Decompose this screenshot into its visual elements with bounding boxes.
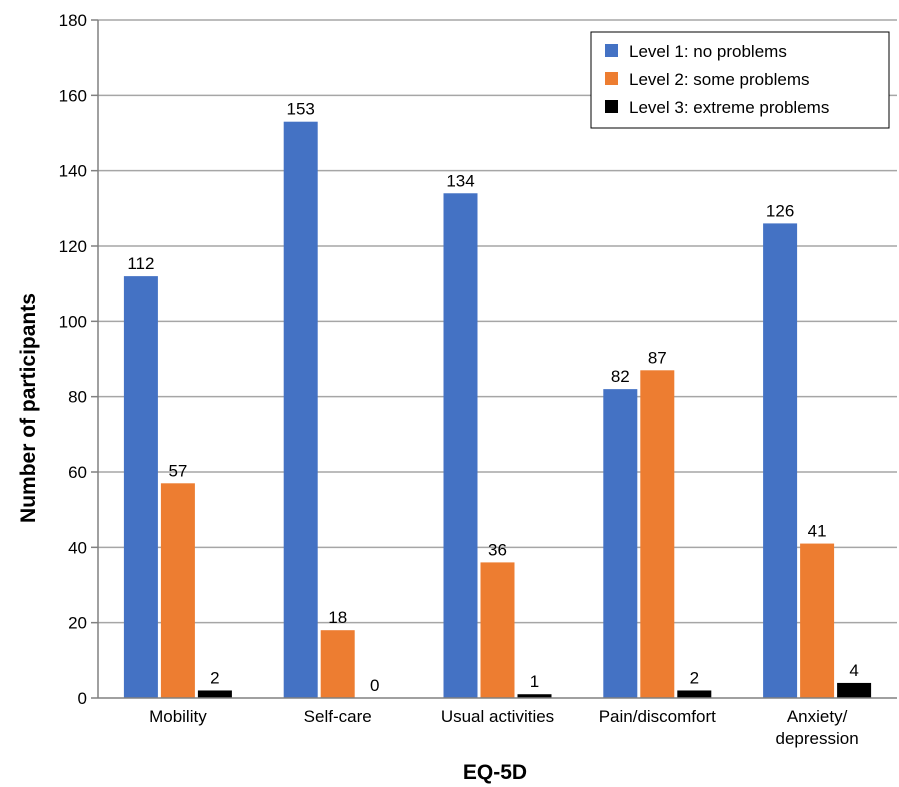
data-label: 112 <box>127 254 154 273</box>
x-tick-labels: Mobility Self-care Usual activities Pain/di… <box>149 707 859 748</box>
data-label: 134 <box>446 171 474 190</box>
x-tick-label-line: depression <box>776 729 859 748</box>
bar <box>160 483 195 698</box>
data-label: 4 <box>849 661 858 680</box>
legend-box <box>590 31 890 129</box>
x-tick-label: Anxiety/depression <box>776 707 859 748</box>
data-label: 87 <box>648 348 667 367</box>
bar <box>603 389 638 698</box>
y-tick-label: 0 <box>78 689 87 708</box>
bar <box>443 193 478 698</box>
y-tick-labels: 0 20 40 60 80 100 120 140 160 180 <box>59 11 87 708</box>
data-label: 153 <box>287 100 315 119</box>
y-tick-label: 100 <box>59 312 87 331</box>
data-label: 2 <box>690 668 699 687</box>
data-label: 126 <box>766 201 794 220</box>
x-tick-label: Pain/discomfort <box>599 707 716 726</box>
legend: Level 1: no problems Level 2: some proble… <box>590 31 890 129</box>
legend-label: Level 3: extreme problems <box>629 98 829 117</box>
legend-swatch <box>605 44 618 57</box>
x-tick-label-line: Mobility <box>149 707 207 726</box>
data-label: 18 <box>328 608 347 627</box>
y-tick-label: 140 <box>59 162 87 181</box>
y-axis-title: Number of participants <box>17 293 40 523</box>
data-label: 57 <box>168 461 187 480</box>
x-axis-title: EQ-5D <box>463 761 527 784</box>
bar <box>320 630 355 698</box>
data-labels: 112 57 2 153 18 0 134 36 1 82 87 2 126 41 4 <box>127 100 858 695</box>
bar <box>517 694 552 698</box>
x-tick-label: Self-care <box>304 707 372 726</box>
x-tick-label-line: Usual activities <box>441 707 554 726</box>
y-tick-label: 120 <box>59 237 87 256</box>
x-tick-label-line: Pain/discomfort <box>599 707 716 726</box>
data-label: 1 <box>530 672 539 691</box>
legend-label: Level 1: no problems <box>629 42 787 61</box>
bars <box>123 121 872 698</box>
bar <box>677 690 712 698</box>
bar <box>197 690 232 698</box>
x-tick-label: Usual activities <box>441 707 554 726</box>
bar <box>763 223 798 698</box>
x-tick-label: Mobility <box>149 707 207 726</box>
bar <box>837 682 872 698</box>
x-tick-label-line: Self-care <box>304 707 372 726</box>
y-tick-label: 180 <box>59 11 87 30</box>
y-tick-label: 20 <box>68 614 87 633</box>
data-label: 36 <box>488 540 507 559</box>
data-label: 41 <box>808 522 827 541</box>
bar <box>123 276 158 698</box>
legend-label: Level 2: some problems <box>629 70 809 89</box>
y-tick-label: 80 <box>68 388 87 407</box>
legend-swatch <box>605 100 618 113</box>
bar <box>800 543 835 698</box>
data-label: 2 <box>210 668 219 687</box>
bar <box>283 121 318 698</box>
bar <box>480 562 515 698</box>
y-tick-label: 40 <box>68 538 87 557</box>
axes <box>97 20 897 699</box>
legend-swatch <box>605 72 618 85</box>
bar <box>640 370 675 698</box>
data-label: 82 <box>611 367 630 386</box>
x-tick-label-line: Anxiety/ <box>787 707 848 726</box>
y-tick-label: 60 <box>68 463 87 482</box>
data-label: 0 <box>370 676 379 695</box>
y-tick-label: 160 <box>59 86 87 105</box>
